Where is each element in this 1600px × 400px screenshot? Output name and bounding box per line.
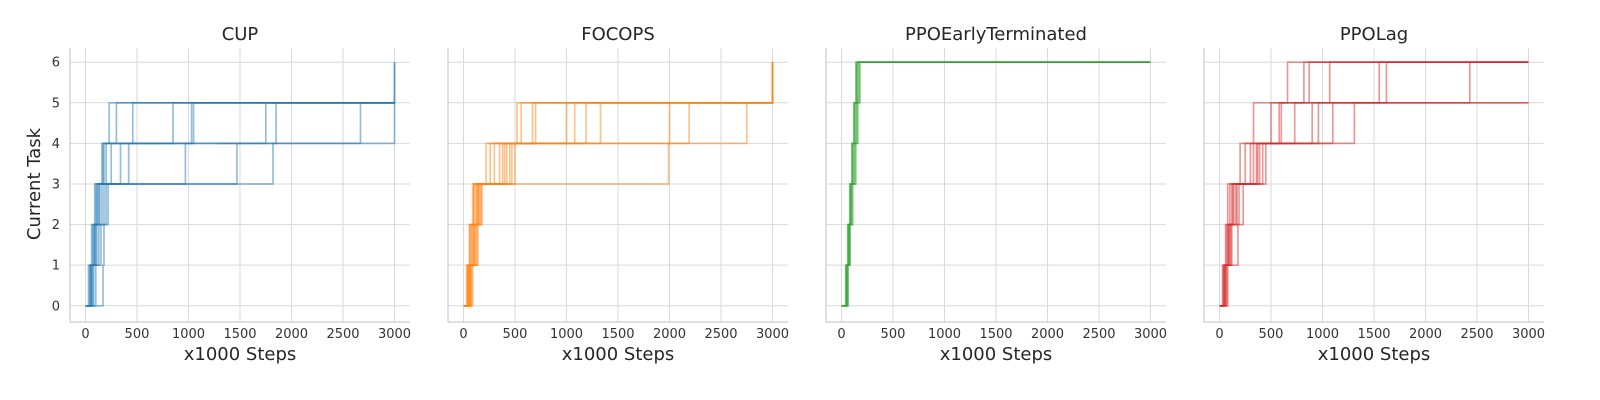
y-tick-label: 3 — [52, 177, 60, 192]
series-line-3 — [1219, 61, 1529, 307]
x-tick-label: 500 — [1259, 327, 1284, 342]
x-tick-label: 2500 — [704, 327, 737, 342]
series-line-1 — [463, 101, 773, 307]
panels: 0 500 1000 1500 2000 2500 3000 0 1 2 3 4 5 6 CUP x1000 … — [52, 24, 1545, 365]
series-line-7 — [1219, 101, 1529, 307]
series-line-4 — [1219, 61, 1529, 307]
y-axis-label: Current Task — [24, 127, 45, 240]
grid — [826, 48, 1166, 322]
series-line-5 — [463, 101, 773, 307]
series-line-4 — [463, 101, 773, 307]
series-group — [85, 62, 396, 307]
series-line-4 — [85, 101, 395, 307]
panel-title: CUP — [222, 24, 259, 45]
x-tick-label: 0 — [459, 327, 467, 342]
series-line-1 — [841, 61, 1151, 307]
y-tick-label: 6 — [52, 56, 60, 71]
series-line-1 — [1219, 61, 1529, 307]
panel-2: 0 500 1000 1500 2000 2500 3000 PPOEarlyTerminat… — [825, 24, 1167, 365]
x-tick-label: 500 — [125, 327, 150, 342]
x-tick-label: 3000 — [1134, 327, 1167, 342]
series-line-8 — [1219, 101, 1529, 307]
x-tick-label: 3000 — [756, 327, 789, 342]
x-tick-label: 1000 — [172, 327, 205, 342]
series-line-2 — [1219, 61, 1529, 307]
x-tick-label: 2500 — [1460, 327, 1493, 342]
y-tick-label: 2 — [52, 218, 60, 233]
series-line-3 — [463, 101, 773, 307]
x-tick-label: 2000 — [1409, 327, 1442, 342]
series-line-8 — [85, 101, 395, 307]
x-tick-label: 3000 — [378, 327, 411, 342]
x-tick-label: 1500 — [601, 327, 634, 342]
y-tick-label: 4 — [52, 137, 60, 152]
panel-0: 0 500 1000 1500 2000 2500 3000 0 1 2 3 4 5 6 CUP x1000 … — [52, 24, 411, 365]
x-tick-label: 500 — [881, 327, 906, 342]
series-line-8 — [463, 62, 774, 307]
x-tick-label: 500 — [503, 327, 528, 342]
x-tick-label: 0 — [1215, 327, 1223, 342]
x-axis-label: x1000 Steps — [184, 344, 297, 365]
x-axis-label: x1000 Steps — [562, 344, 675, 365]
panel-title: PPOEarlyTerminated — [905, 24, 1087, 45]
x-tick-label: 2000 — [653, 327, 686, 342]
x-tick-label: 3000 — [1512, 327, 1545, 342]
series-line-0 — [85, 101, 395, 307]
panel-title: FOCOPS — [581, 24, 655, 45]
x-tick-label: 2000 — [1031, 327, 1064, 342]
x-tick-label: 2500 — [326, 327, 359, 342]
x-tick-label: 1500 — [223, 327, 256, 342]
series-line-0 — [1219, 61, 1529, 307]
x-axis-label: x1000 Steps — [940, 344, 1053, 365]
series-group — [1219, 61, 1529, 307]
x-tick-label: 1000 — [550, 327, 583, 342]
series-line-0 — [841, 61, 1151, 307]
series-line-9 — [463, 62, 774, 307]
x-tick-label: 1000 — [928, 327, 961, 342]
series-line-5 — [85, 101, 395, 307]
series-line-7 — [463, 62, 774, 307]
y-tick-label: 1 — [52, 259, 60, 274]
series-group — [841, 61, 1151, 307]
series-line-5 — [841, 61, 1151, 307]
series-line-7 — [85, 102, 396, 307]
x-tick-label: 1500 — [1357, 327, 1390, 342]
x-tick-label: 0 — [81, 327, 89, 342]
panel-title: PPOLag — [1340, 24, 1408, 45]
series-line-3 — [841, 61, 1151, 307]
series-line-3 — [85, 62, 396, 307]
series-line-9 — [85, 101, 395, 307]
series-line-6 — [85, 101, 395, 307]
x-axis-label: x1000 Steps — [1318, 344, 1431, 365]
grid — [448, 48, 788, 322]
series-line-10 — [463, 62, 774, 307]
x-tick-label: 0 — [837, 327, 845, 342]
panel-3: 0 500 1000 1500 2000 2500 3000 PPOLag x1000 Step… — [1203, 24, 1545, 365]
x-tick-label: 2500 — [1082, 327, 1115, 342]
x-tick-label: 1500 — [979, 327, 1012, 342]
series-group — [463, 62, 774, 307]
series-line-1 — [85, 101, 395, 307]
series-line-0 — [463, 62, 774, 307]
series-line-2 — [85, 62, 396, 307]
y-tick-label: 5 — [52, 96, 60, 111]
series-line-2 — [841, 61, 1151, 307]
panel-1: 0 500 1000 1500 2000 2500 3000 FOCOPS x1000 Step… — [447, 24, 789, 365]
series-line-4 — [841, 61, 1151, 307]
grid — [1204, 48, 1544, 322]
x-tick-label: 1000 — [1306, 327, 1339, 342]
grid — [70, 48, 410, 322]
x-tick-label: 2000 — [275, 327, 308, 342]
series-line-5 — [1219, 61, 1529, 307]
series-line-2 — [463, 101, 773, 307]
series-line-6 — [463, 101, 773, 307]
y-tick-label: 0 — [52, 299, 60, 314]
series-line-6 — [1219, 61, 1529, 307]
